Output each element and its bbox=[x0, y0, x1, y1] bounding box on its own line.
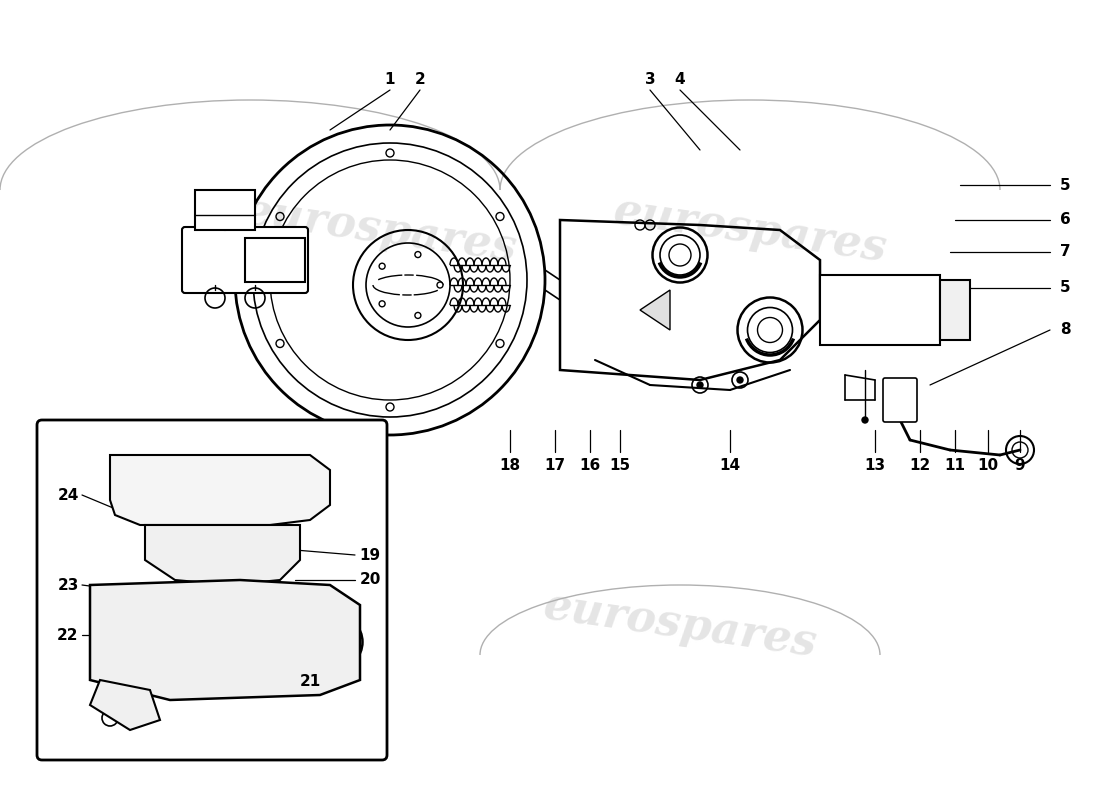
Text: 21: 21 bbox=[299, 674, 320, 690]
Circle shape bbox=[862, 417, 868, 423]
Text: 10: 10 bbox=[978, 458, 999, 473]
Text: 3: 3 bbox=[645, 73, 656, 87]
Text: 22: 22 bbox=[57, 627, 79, 642]
Polygon shape bbox=[145, 525, 300, 585]
FancyBboxPatch shape bbox=[182, 227, 308, 293]
Text: 9: 9 bbox=[1014, 458, 1025, 473]
Circle shape bbox=[437, 282, 443, 288]
Circle shape bbox=[207, 194, 243, 230]
Text: 19: 19 bbox=[360, 547, 381, 562]
Text: 12: 12 bbox=[910, 458, 931, 473]
Text: 1: 1 bbox=[385, 73, 395, 87]
Text: 23: 23 bbox=[57, 578, 79, 593]
Text: 16: 16 bbox=[580, 458, 601, 473]
FancyBboxPatch shape bbox=[883, 378, 917, 422]
Text: 18: 18 bbox=[499, 458, 520, 473]
Circle shape bbox=[379, 263, 385, 269]
Polygon shape bbox=[640, 290, 670, 330]
Text: 5: 5 bbox=[1059, 281, 1070, 295]
Text: 13: 13 bbox=[865, 458, 886, 473]
Text: 17: 17 bbox=[544, 458, 565, 473]
FancyBboxPatch shape bbox=[37, 420, 387, 760]
Polygon shape bbox=[110, 455, 330, 525]
Circle shape bbox=[415, 251, 421, 258]
Circle shape bbox=[379, 301, 385, 307]
Text: 11: 11 bbox=[945, 458, 966, 473]
Text: 8: 8 bbox=[1059, 322, 1070, 338]
Polygon shape bbox=[90, 680, 160, 730]
Text: 20: 20 bbox=[360, 573, 381, 587]
Bar bbox=[195, 190, 255, 230]
Text: 2: 2 bbox=[415, 73, 426, 87]
Text: 4: 4 bbox=[674, 73, 685, 87]
Bar bbox=[820, 275, 940, 345]
Circle shape bbox=[737, 377, 742, 383]
Text: eurospares: eurospares bbox=[610, 190, 890, 270]
Text: 5: 5 bbox=[1059, 178, 1070, 193]
Circle shape bbox=[697, 382, 703, 388]
Circle shape bbox=[415, 313, 421, 318]
Bar bbox=[245, 238, 305, 282]
Bar bbox=[940, 280, 970, 340]
Text: 6: 6 bbox=[1059, 213, 1070, 227]
Text: 7: 7 bbox=[1059, 245, 1070, 259]
Polygon shape bbox=[90, 580, 360, 700]
Text: 14: 14 bbox=[719, 458, 740, 473]
Circle shape bbox=[206, 561, 214, 569]
Text: 24: 24 bbox=[57, 487, 79, 502]
Text: eurospares: eurospares bbox=[241, 190, 519, 270]
Text: eurospares: eurospares bbox=[540, 585, 820, 666]
Text: 15: 15 bbox=[609, 458, 630, 473]
